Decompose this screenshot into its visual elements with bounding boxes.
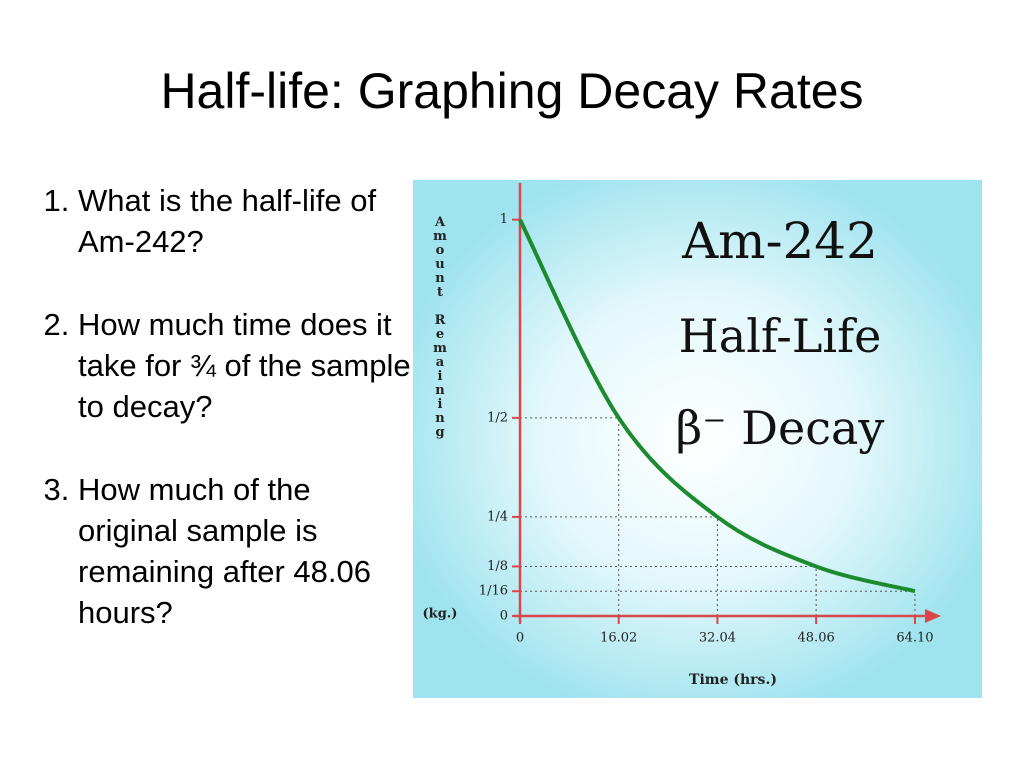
chart-title: β⁻ Decay (676, 401, 885, 455)
y-axis-unit: (kg.) (423, 607, 458, 622)
y-tick-label: 0 (500, 609, 508, 624)
question: How much of the original sample is remai… (78, 469, 418, 633)
x-axis-arrow (925, 609, 941, 623)
question: How much time does it take for ¾ of the … (78, 304, 418, 427)
x-tick-label: 16.02 (600, 631, 637, 646)
slide-title: Half-life: Graphing Decay Rates (160, 63, 864, 119)
x-tick-label: 32.04 (699, 631, 736, 646)
chart-title: Am-242 (681, 212, 878, 270)
y-tick-label: 1 (500, 212, 508, 227)
x-tick-label: 48.06 (798, 631, 835, 646)
chart-background (413, 180, 982, 698)
chart-title: Half-Life (679, 309, 882, 363)
question: What is the half-life of Am-242? (78, 180, 418, 262)
x-tick-label: 64.10 (896, 631, 933, 646)
y-tick-label: 1/2 (487, 410, 508, 425)
x-axis-label: Time (hrs.) (689, 672, 777, 688)
y-tick-label: 1/8 (487, 559, 508, 574)
y-tick-label: 1/4 (487, 509, 508, 524)
y-tick-label: 1/16 (479, 584, 508, 599)
y-axis-label: Amount Remaining (432, 215, 447, 439)
decay-curve (518, 218, 916, 594)
x-tick-label: 0 (516, 631, 524, 646)
question-list: What is the half-life of Am-242? How muc… (22, 180, 418, 675)
